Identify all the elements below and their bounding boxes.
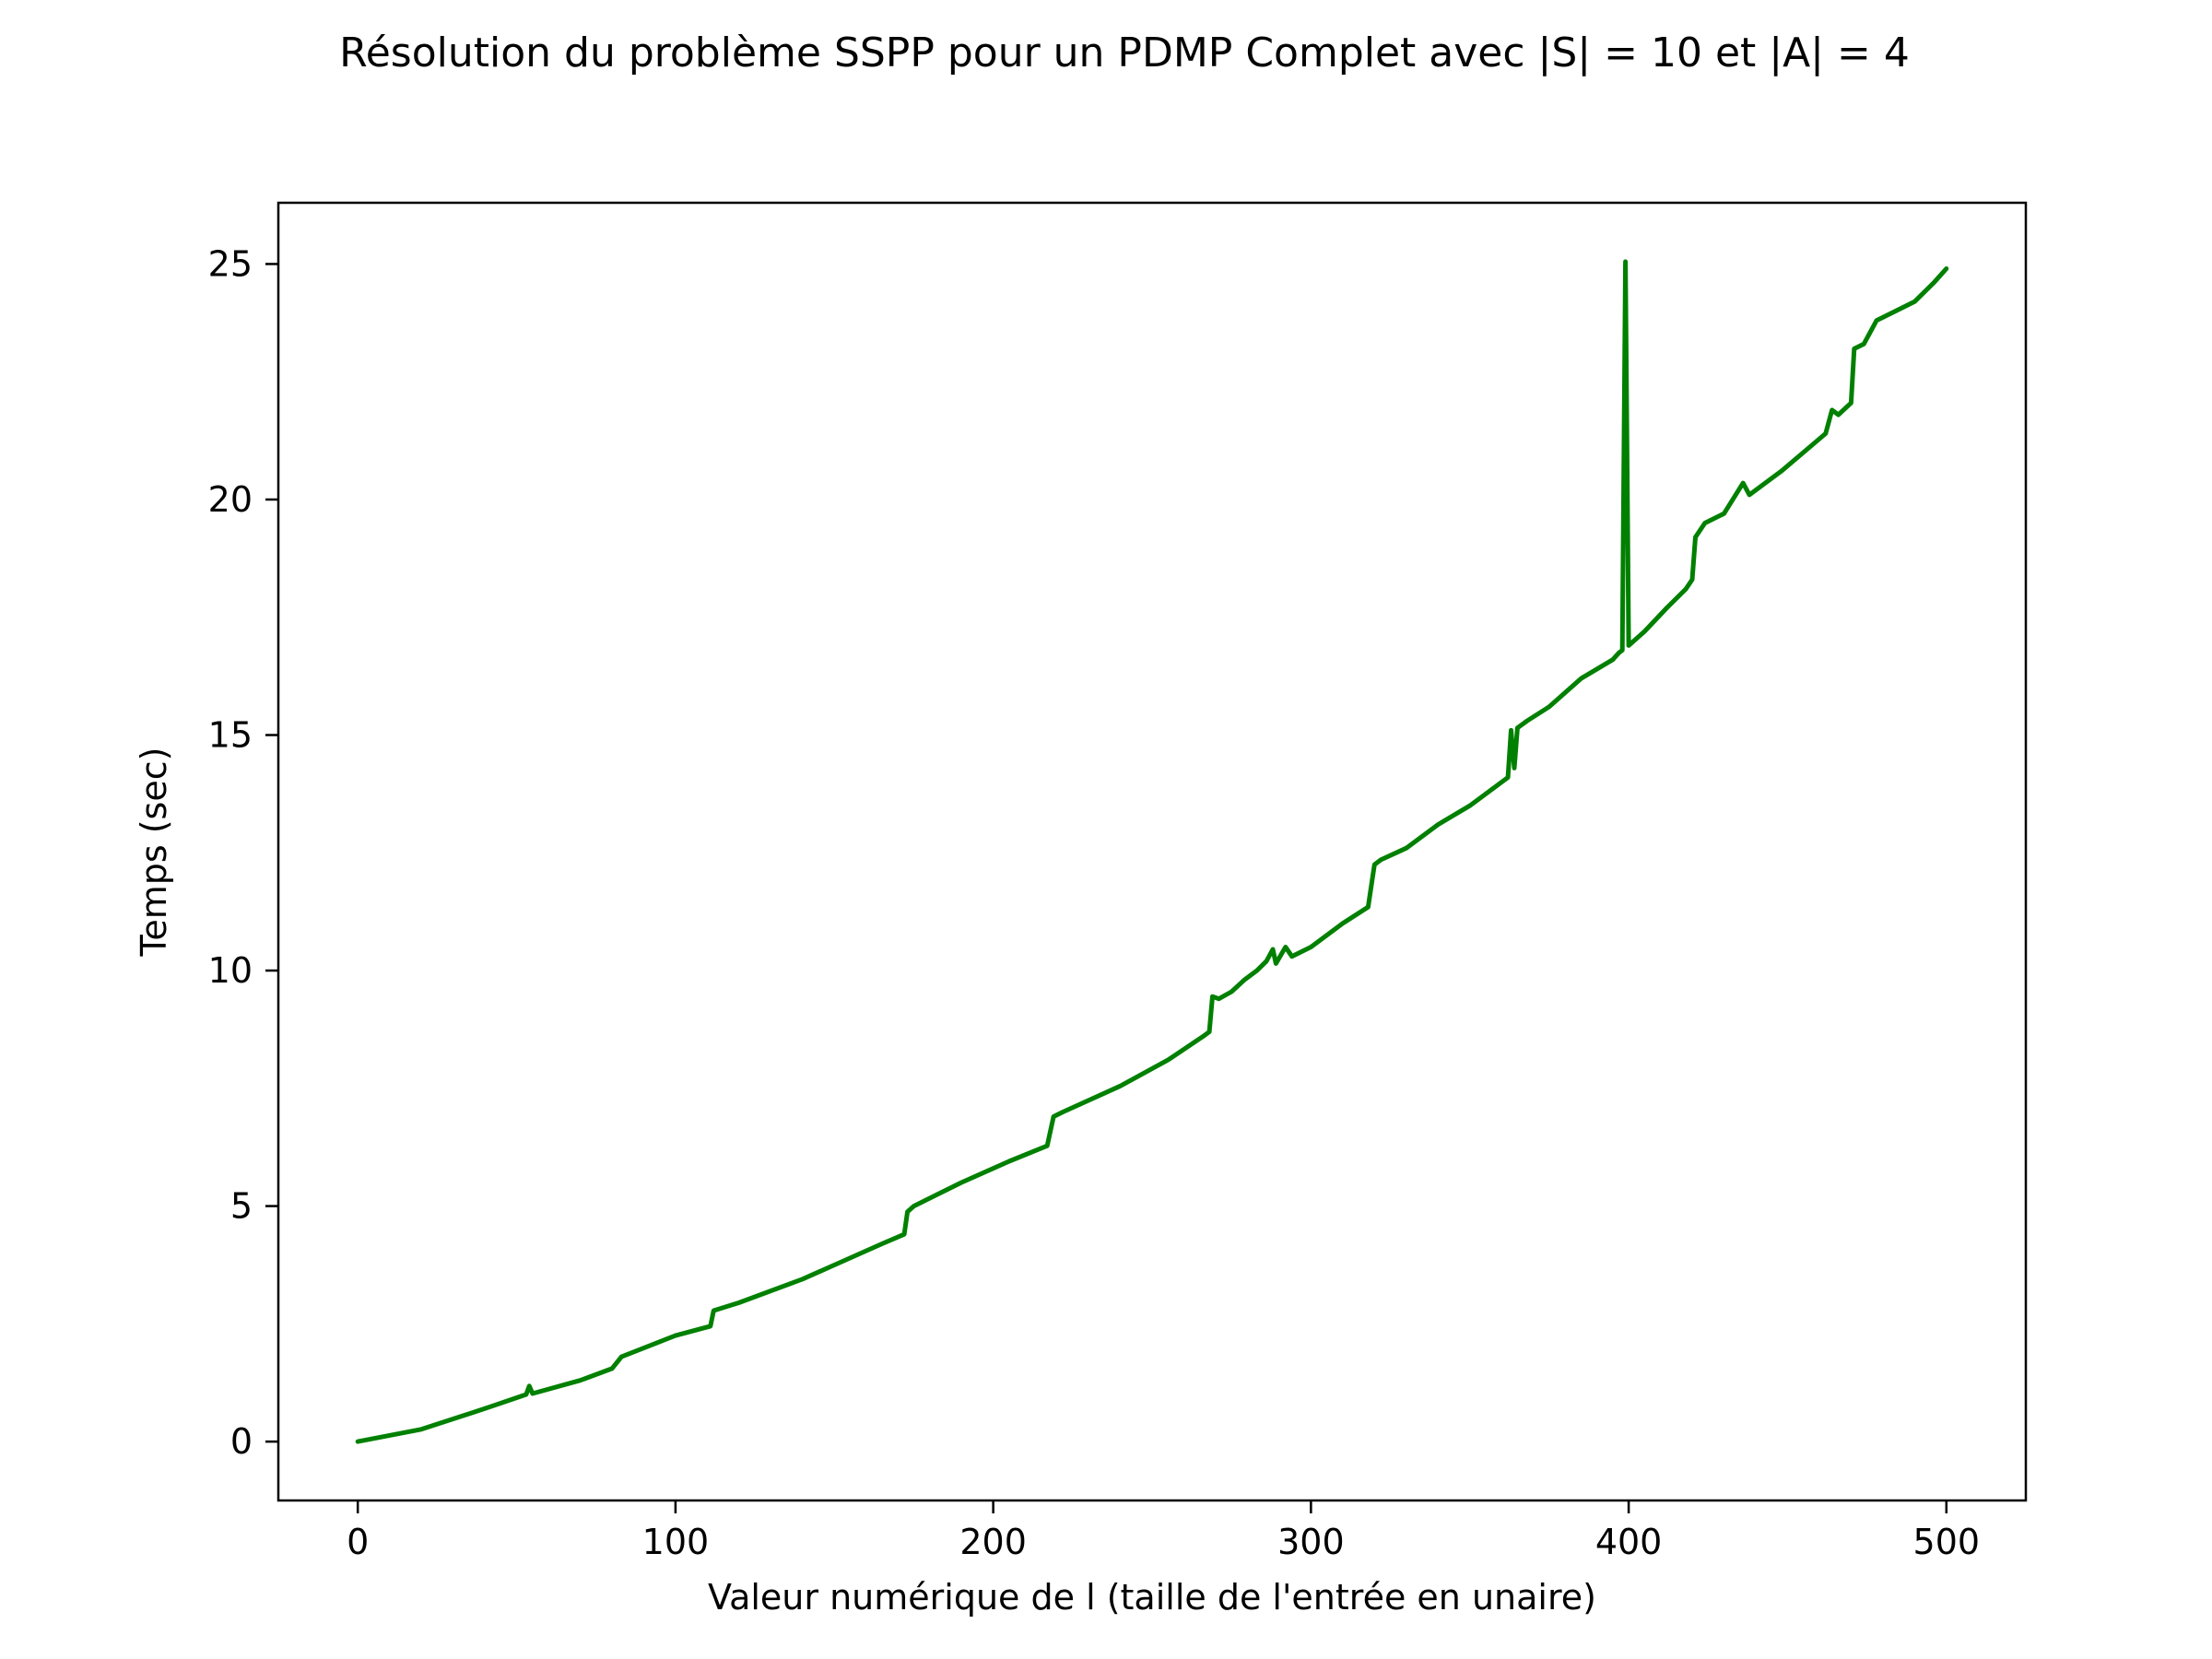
x-tick-label: 300 xyxy=(1277,1522,1345,1562)
x-tick-label: 500 xyxy=(1913,1522,1981,1562)
y-tick-label: 10 xyxy=(208,950,253,991)
x-tick-label: 0 xyxy=(347,1522,369,1562)
x-axis: 0 100 200 300 400 500 xyxy=(347,1500,1980,1562)
x-tick-label: 100 xyxy=(642,1522,710,1562)
y-tick-label: 5 xyxy=(230,1186,253,1227)
chart-title: Résolution du problème SSPP pour un PDMP… xyxy=(339,29,1910,76)
series-layer xyxy=(355,259,1949,1444)
y-tick-label: 25 xyxy=(208,243,253,284)
y-tick-label: 0 xyxy=(230,1421,253,1462)
x-axis-label: Valeur numérique de l (taille de l'entré… xyxy=(708,1577,1596,1618)
y-axis: 0 5 10 15 20 25 xyxy=(208,243,278,1462)
series-line-0 xyxy=(355,259,1949,1444)
y-tick-label: 20 xyxy=(208,479,253,520)
x-tick-label: 200 xyxy=(959,1522,1027,1562)
x-tick-label: 400 xyxy=(1595,1522,1663,1562)
y-axis-label: Temps (sec) xyxy=(134,747,174,958)
y-tick-label: 15 xyxy=(208,715,253,756)
plot-frame xyxy=(276,201,2028,1502)
